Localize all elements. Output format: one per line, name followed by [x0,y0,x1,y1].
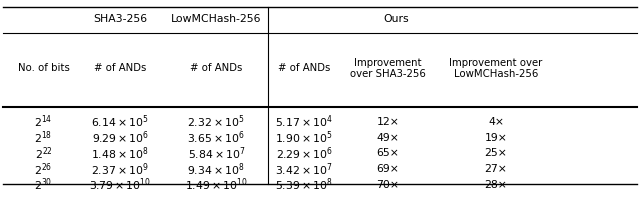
Text: $2^{26}$: $2^{26}$ [35,161,52,178]
Text: 25×: 25× [484,148,508,158]
Text: $3.79 \times 10^{10}$: $3.79 \times 10^{10}$ [90,177,151,193]
Text: 70×: 70× [376,180,399,190]
Text: $9.29 \times 10^{6}$: $9.29 \times 10^{6}$ [92,129,149,146]
Text: 69×: 69× [376,164,399,174]
Text: $2^{14}$: $2^{14}$ [35,113,52,130]
Text: $1.48 \times 10^{8}$: $1.48 \times 10^{8}$ [92,145,149,162]
Text: # of ANDs: # of ANDs [278,63,330,73]
Text: 27×: 27× [484,164,508,174]
Text: Improvement
over SHA3-256: Improvement over SHA3-256 [350,57,426,79]
Text: 28×: 28× [484,180,508,190]
Text: 49×: 49× [376,133,399,143]
Text: SHA3-256: SHA3-256 [93,14,147,24]
Text: $1.49 \times 10^{10}$: $1.49 \times 10^{10}$ [185,177,248,193]
Text: 19×: 19× [484,133,508,143]
Text: 65×: 65× [376,148,399,158]
Text: # of ANDs: # of ANDs [94,63,147,73]
Text: $1.90 \times 10^{5}$: $1.90 \times 10^{5}$ [275,129,333,146]
Text: $2.37 \times 10^{9}$: $2.37 \times 10^{9}$ [92,161,149,178]
Text: $5.84 \times 10^{7}$: $5.84 \times 10^{7}$ [188,145,245,162]
Text: 4×: 4× [488,117,504,127]
Text: $5.17 \times 10^{4}$: $5.17 \times 10^{4}$ [275,113,333,130]
Text: $2^{18}$: $2^{18}$ [35,129,52,146]
Text: No. of bits: No. of bits [17,63,70,73]
Text: $3.42 \times 10^{7}$: $3.42 \times 10^{7}$ [275,161,333,178]
Text: # of ANDs: # of ANDs [190,63,243,73]
Text: $3.65 \times 10^{6}$: $3.65 \times 10^{6}$ [188,129,245,146]
Text: $2^{30}$: $2^{30}$ [35,177,52,193]
Text: LowMCHash-256: LowMCHash-256 [171,14,262,24]
Text: $9.34 \times 10^{8}$: $9.34 \times 10^{8}$ [188,161,245,178]
Text: $5.39 \times 10^{8}$: $5.39 \times 10^{8}$ [275,177,333,193]
Text: $6.14 \times 10^{5}$: $6.14 \times 10^{5}$ [92,113,149,130]
Text: Improvement over
LowMCHash-256: Improvement over LowMCHash-256 [449,57,543,79]
Text: $2.32 \times 10^{5}$: $2.32 \times 10^{5}$ [188,113,245,130]
Text: 12×: 12× [376,117,399,127]
Text: $2^{22}$: $2^{22}$ [35,145,52,162]
Text: $2.29 \times 10^{6}$: $2.29 \times 10^{6}$ [275,145,333,162]
Text: Ours: Ours [383,14,409,24]
